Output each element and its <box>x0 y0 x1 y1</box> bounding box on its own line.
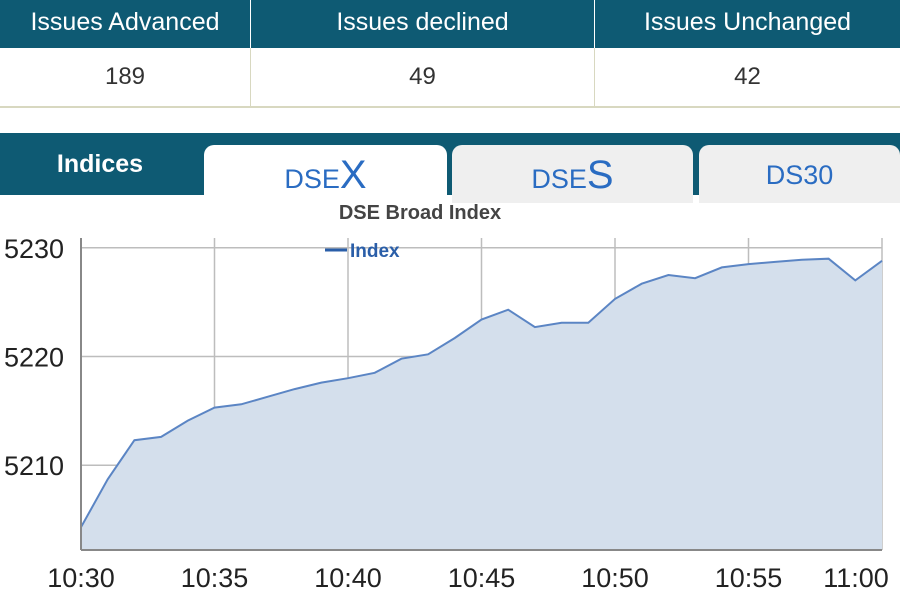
chart-title: DSE Broad Index <box>339 202 501 224</box>
tab-ds30-label: DS30 <box>765 160 834 190</box>
x-tick-label: 10:35 <box>181 563 249 593</box>
issues-unchanged-value: 42 <box>595 48 900 106</box>
x-tick-label: 10:45 <box>448 563 516 593</box>
x-tick-label: 10:40 <box>314 563 382 593</box>
indices-label: Indices <box>56 150 144 178</box>
table-bottom-border <box>0 106 900 108</box>
tab-dses-prefix: DSE <box>531 164 587 194</box>
x-tick-label: 11:00 <box>823 563 889 593</box>
tab-ds30[interactable]: DS30 <box>699 145 900 203</box>
index-area-fill <box>81 258 882 550</box>
x-tick-label: 10:55 <box>715 563 783 593</box>
axes <box>80 238 882 551</box>
tab-dsex-letter: X <box>339 153 367 197</box>
issues-unchanged-header: Issues Unchanged <box>595 0 900 48</box>
y-axis-ticks: 5210 5220 5230 <box>4 234 64 481</box>
y-tick-label: 5230 <box>4 234 64 264</box>
x-axis-ticks: 10:30 10:35 10:40 10:45 10:50 10:55 11:00 <box>47 563 889 593</box>
issues-advanced-value: 189 <box>0 48 250 106</box>
issues-advanced-header: Issues Advanced <box>0 0 250 48</box>
index-line <box>80 257 883 528</box>
tab-dses-letter: S <box>586 153 614 197</box>
legend-label: Index <box>350 241 400 262</box>
tab-dses[interactable]: DSES <box>452 145 693 203</box>
x-tick-label: 10:30 <box>47 563 115 593</box>
y-tick-label: 5210 <box>4 451 64 481</box>
x-tick-label: 10:50 <box>581 563 649 593</box>
column-divider <box>594 48 595 106</box>
issues-declined-value: 49 <box>251 48 594 106</box>
tab-dsex[interactable]: DSEX <box>204 145 447 207</box>
issues-declined-header: Issues declined <box>251 0 594 48</box>
column-divider <box>250 48 251 106</box>
y-tick-label: 5220 <box>4 342 64 372</box>
dse-broad-index-chart: 10:30 10:35 10:40 10:45 10:50 10:55 11:00 5210… <box>4 202 889 593</box>
tab-dsex-prefix: DSE <box>284 164 340 194</box>
issues-summary-table: Issues Advanced Issues declined Issues U… <box>0 0 900 108</box>
